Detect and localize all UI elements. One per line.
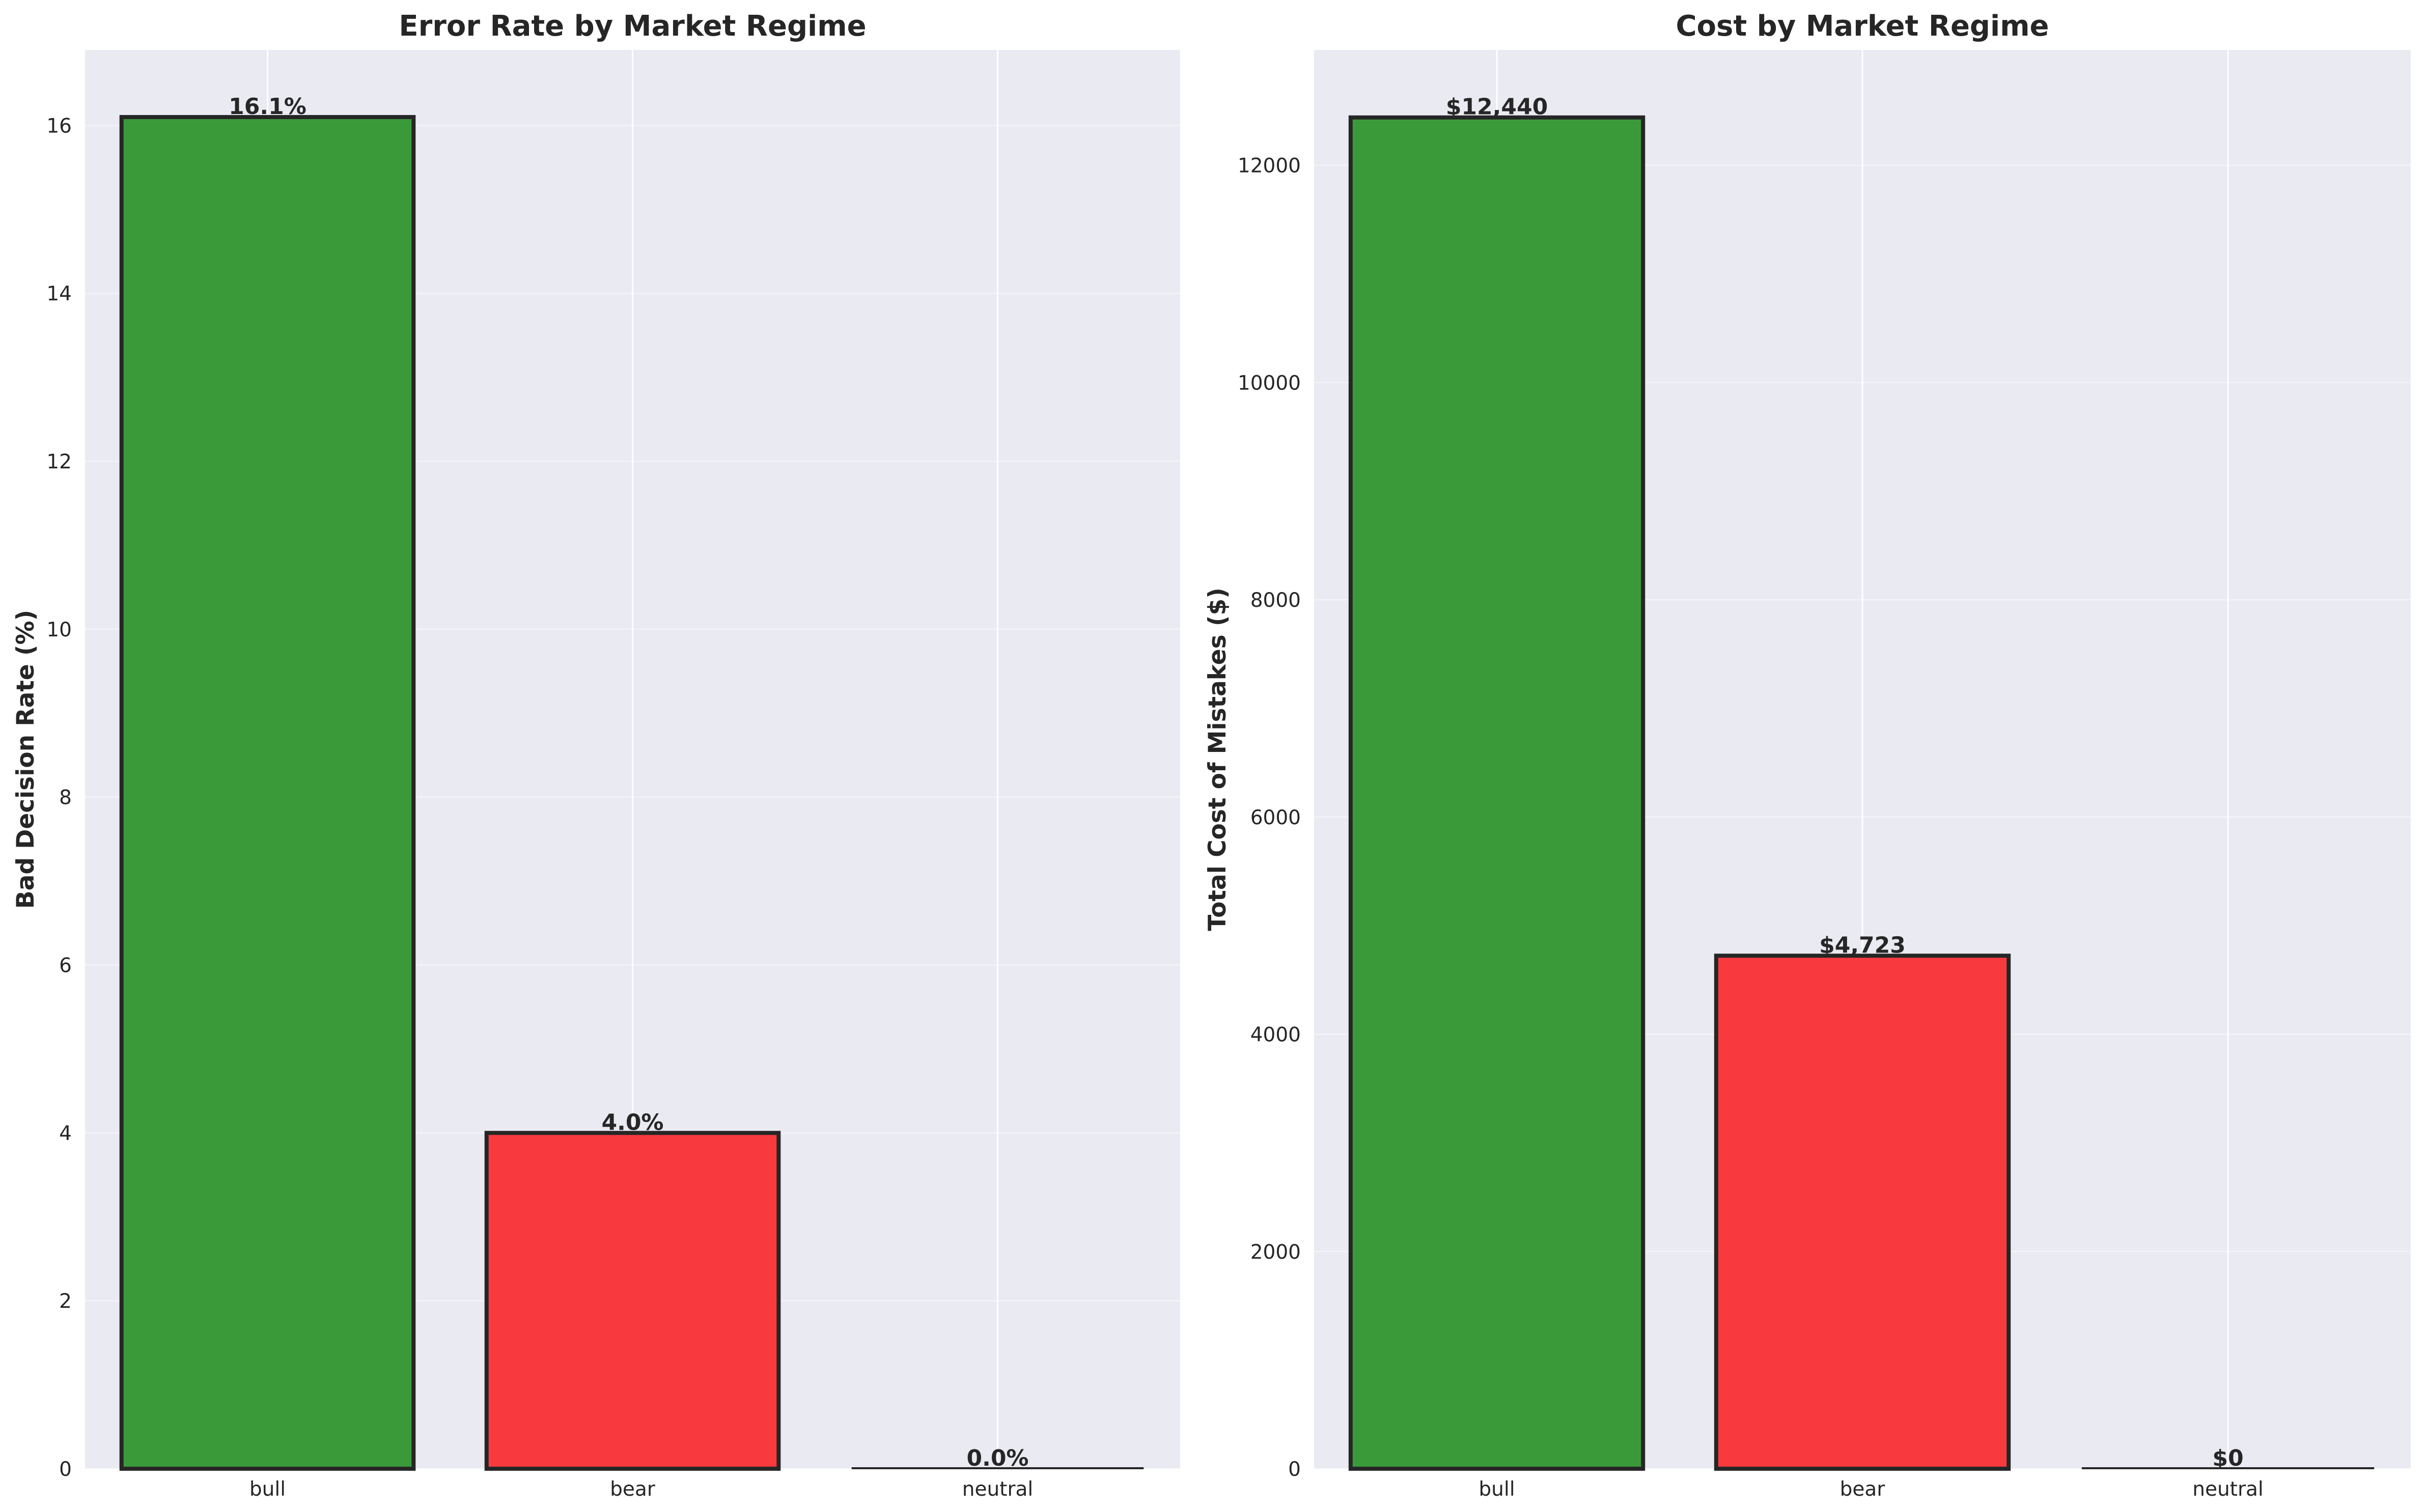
data-label-bull: $12,440 (1446, 94, 1548, 120)
y-tick-label: 12000 (1238, 155, 1301, 178)
y-tick-label: 6 (59, 955, 72, 977)
y-tick-label: 12 (46, 451, 72, 473)
data-label-bear: $4,723 (1819, 932, 1906, 958)
data-label-bull: 16.1% (229, 94, 306, 120)
x-tick-label: bear (1840, 1478, 1886, 1501)
bar-bear (1714, 954, 2011, 1471)
y-tick-label: 2 (59, 1290, 72, 1313)
y-tick-label: 0 (1288, 1458, 1301, 1481)
x-tick-label: bull (1479, 1478, 1515, 1501)
data-label-neutral: 0.0% (966, 1445, 1028, 1471)
y-tick-label: 6000 (1250, 806, 1301, 829)
y-tick-label: 14 (46, 283, 72, 305)
y-axis-label: Bad Decision Rate (%) (12, 610, 40, 909)
y-tick-label: 8 (59, 787, 72, 809)
bar-bear (484, 1131, 781, 1471)
bar-bull (1348, 115, 1646, 1471)
data-label-bear: 4.0% (601, 1109, 663, 1135)
chart-title: Error Rate by Market Regime (399, 10, 866, 43)
y-tick-label: 4 (59, 1122, 72, 1145)
y-tick-label: 4000 (1250, 1024, 1301, 1047)
cost-chart: $12,440 $4,723 $0 0 2000 4000 6000 8000 10000 120… (1204, 10, 2411, 1501)
y-tick-label: 0 (59, 1458, 72, 1481)
bar-bull (119, 115, 416, 1471)
data-label-neutral: $0 (2212, 1445, 2243, 1471)
x-tick-label: neutral (2192, 1478, 2264, 1501)
x-tick-label: bear (610, 1478, 656, 1501)
y-tick-label: 16 (46, 115, 72, 137)
chart-title: Cost by Market Regime (1676, 10, 2049, 43)
y-tick-label: 2000 (1250, 1241, 1301, 1264)
y-tick-label: 10000 (1238, 372, 1301, 395)
x-tick-label: bull (249, 1478, 286, 1501)
error-rate-chart: 16.1% 4.0% 0.0% 0 2 4 6 8 10 12 14 16 bull bear neutra… (12, 10, 1180, 1501)
x-tick-label: neutral (962, 1478, 1034, 1501)
y-tick-label: 10 (46, 619, 72, 641)
y-axis-label: Total Cost of Mistakes ($) (1204, 587, 1232, 931)
y-tick-label: 8000 (1250, 589, 1301, 612)
